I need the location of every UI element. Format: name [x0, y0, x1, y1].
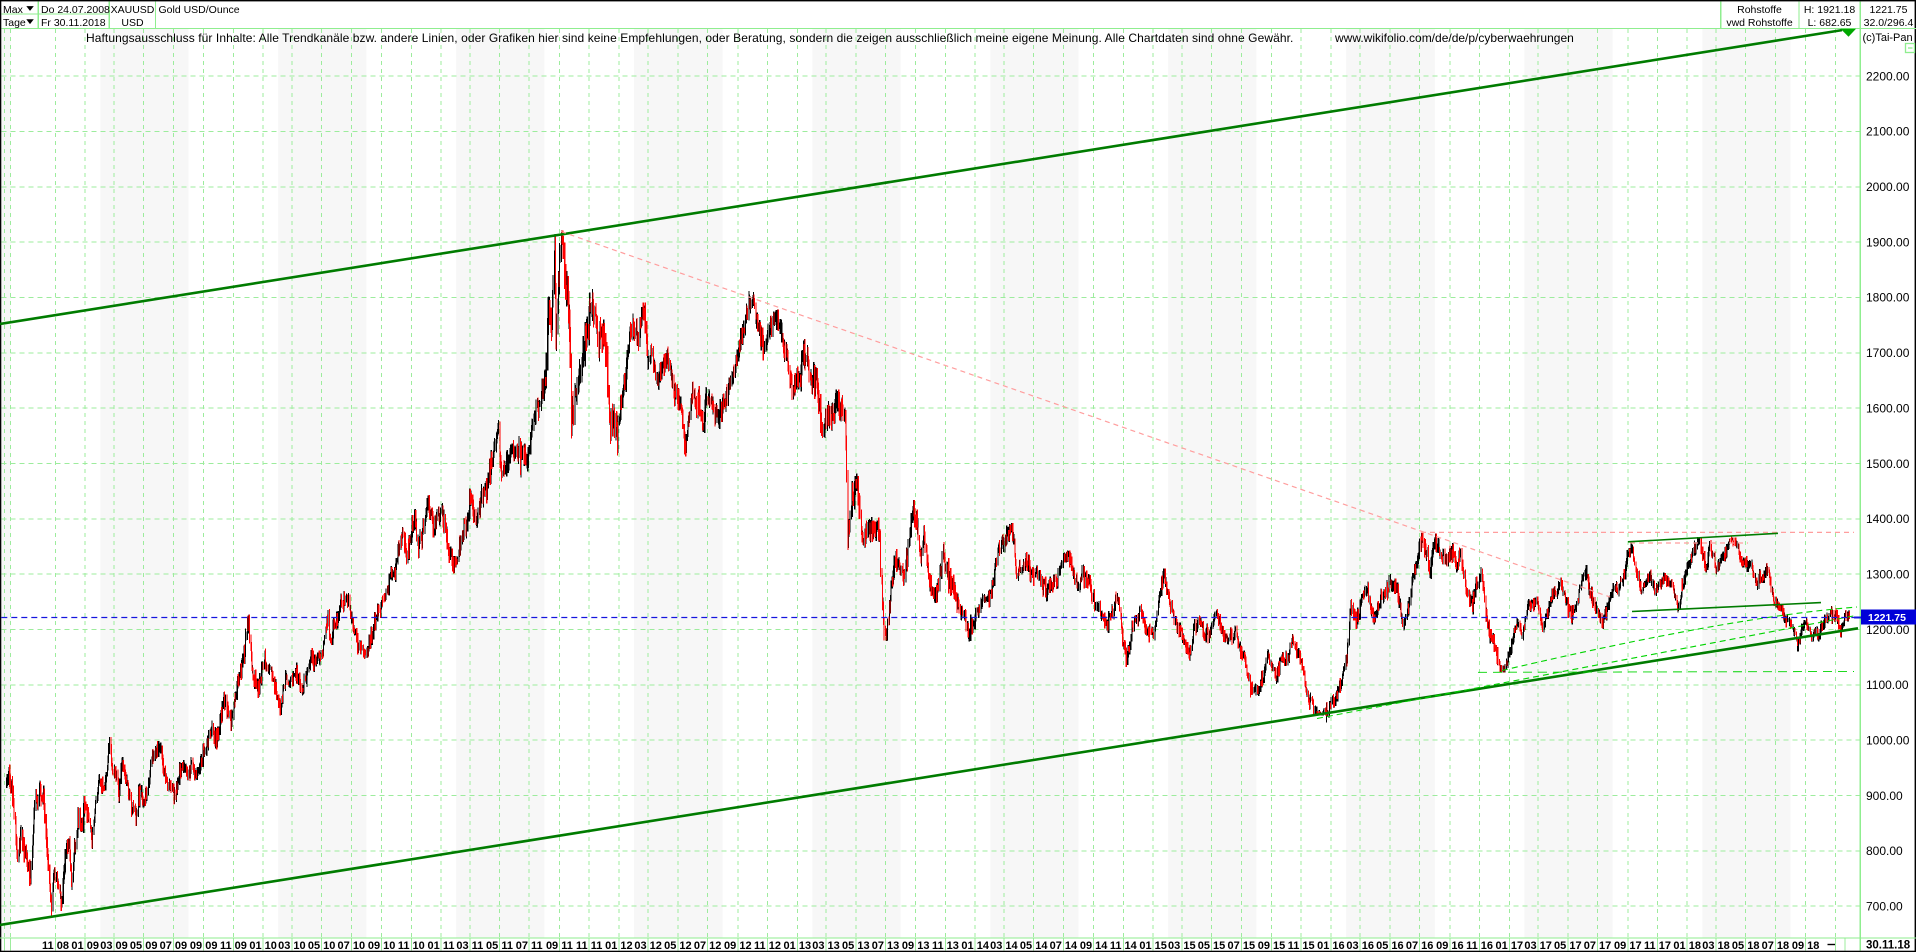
svg-text:07 13: 07 13 [872, 940, 900, 952]
svg-text:1800.00: 1800.00 [1866, 291, 1910, 305]
svg-text:01 11: 01 11 [428, 940, 455, 952]
svg-text:1600.00: 1600.00 [1866, 401, 1910, 415]
svg-text:1221.75: 1221.75 [1868, 612, 1906, 624]
svg-text:01 16: 01 16 [1317, 940, 1345, 952]
svg-text:03 14: 03 14 [990, 940, 1018, 952]
svg-text:11 14: 11 14 [1110, 940, 1138, 952]
svg-text:2200.00: 2200.00 [1866, 69, 1910, 83]
svg-text:05 10: 05 10 [308, 940, 336, 952]
svg-text:05 09: 05 09 [130, 940, 158, 952]
svg-text:01 14: 01 14 [961, 940, 989, 952]
svg-text:05 15: 05 15 [1198, 940, 1226, 952]
svg-text:09 15: 09 15 [1258, 940, 1286, 952]
svg-text:11 10: 11 10 [398, 940, 425, 952]
svg-text:07 17: 07 17 [1584, 940, 1612, 952]
svg-text:05 11: 05 11 [486, 940, 513, 952]
svg-text:1300.00: 1300.00 [1866, 568, 1910, 582]
svg-text:07 15: 07 15 [1228, 940, 1256, 952]
svg-text:1900.00: 1900.00 [1866, 235, 1910, 249]
svg-text:11 13: 11 13 [932, 940, 959, 952]
svg-text:01 15: 01 15 [1139, 940, 1167, 952]
svg-text:03 18: 03 18 [1702, 940, 1730, 952]
svg-text:01 10: 01 10 [249, 940, 277, 952]
svg-text:05 17: 05 17 [1554, 940, 1582, 952]
svg-text:09 11: 09 11 [546, 940, 573, 952]
svg-text:07 14: 07 14 [1050, 940, 1078, 952]
svg-text:03 09: 03 09 [100, 940, 128, 952]
svg-text:07 12: 07 12 [694, 940, 722, 952]
svg-text:2000.00: 2000.00 [1866, 180, 1910, 194]
svg-text:09 17: 09 17 [1614, 940, 1642, 952]
svg-text:1100.00: 1100.00 [1866, 678, 1909, 692]
svg-text:11 12: 11 12 [754, 940, 781, 952]
svg-text:03 17: 03 17 [1524, 940, 1552, 952]
svg-text:11 15: 11 15 [1288, 940, 1315, 952]
svg-text:09 09: 09 09 [190, 940, 218, 952]
svg-text:09 10: 09 10 [368, 940, 396, 952]
svg-text:07 09: 07 09 [160, 940, 188, 952]
svg-text:03 10: 03 10 [278, 940, 306, 952]
svg-text:07 10: 07 10 [338, 940, 366, 952]
svg-text:05 13: 05 13 [842, 940, 870, 952]
svg-text:2100.00: 2100.00 [1866, 125, 1910, 139]
svg-text:03 15: 03 15 [1168, 940, 1196, 952]
svg-text:09 13: 09 13 [902, 940, 930, 952]
svg-text:09 14: 09 14 [1080, 940, 1108, 952]
svg-text:700.00: 700.00 [1866, 900, 1903, 914]
svg-text:09 18: 09 18 [1792, 940, 1820, 952]
svg-text:900.00: 900.00 [1866, 789, 1903, 803]
svg-text:01 12: 01 12 [605, 940, 633, 952]
svg-text:1700.00: 1700.00 [1866, 346, 1910, 360]
svg-text:1500.00: 1500.00 [1866, 457, 1910, 471]
svg-text:09 12: 09 12 [724, 940, 752, 952]
svg-text:09 16: 09 16 [1436, 940, 1464, 952]
svg-text:1000.00: 1000.00 [1866, 734, 1910, 748]
svg-text:1200.00: 1200.00 [1866, 623, 1910, 637]
svg-text:11 11: 11 11 [576, 940, 602, 952]
svg-text:03 12: 03 12 [634, 940, 662, 952]
svg-text:11 08: 11 08 [42, 940, 69, 952]
svg-text:03 11: 03 11 [456, 940, 483, 952]
svg-text:05 18: 05 18 [1732, 940, 1760, 952]
svg-text:03 13: 03 13 [812, 940, 840, 952]
svg-text:07 16: 07 16 [1406, 940, 1434, 952]
svg-text:11 17: 11 17 [1644, 940, 1671, 952]
svg-text:01 13: 01 13 [784, 940, 812, 952]
svg-text:1400.00: 1400.00 [1866, 512, 1910, 526]
svg-text:01 18: 01 18 [1673, 940, 1701, 952]
svg-text:05 14: 05 14 [1020, 940, 1048, 952]
svg-text:11 09: 11 09 [220, 940, 247, 952]
svg-text:01 17: 01 17 [1496, 940, 1524, 952]
svg-text:03 16: 03 16 [1346, 940, 1374, 952]
svg-text:11 16: 11 16 [1466, 940, 1493, 952]
svg-text:07 11: 07 11 [516, 940, 543, 952]
svg-text:05 12: 05 12 [664, 940, 692, 952]
svg-text:01 09: 01 09 [71, 940, 99, 952]
svg-text:05 16: 05 16 [1376, 940, 1404, 952]
svg-text:30.11.18: 30.11.18 [1866, 940, 1911, 952]
svg-text:07 18: 07 18 [1762, 940, 1790, 952]
svg-text:800.00: 800.00 [1866, 844, 1903, 858]
